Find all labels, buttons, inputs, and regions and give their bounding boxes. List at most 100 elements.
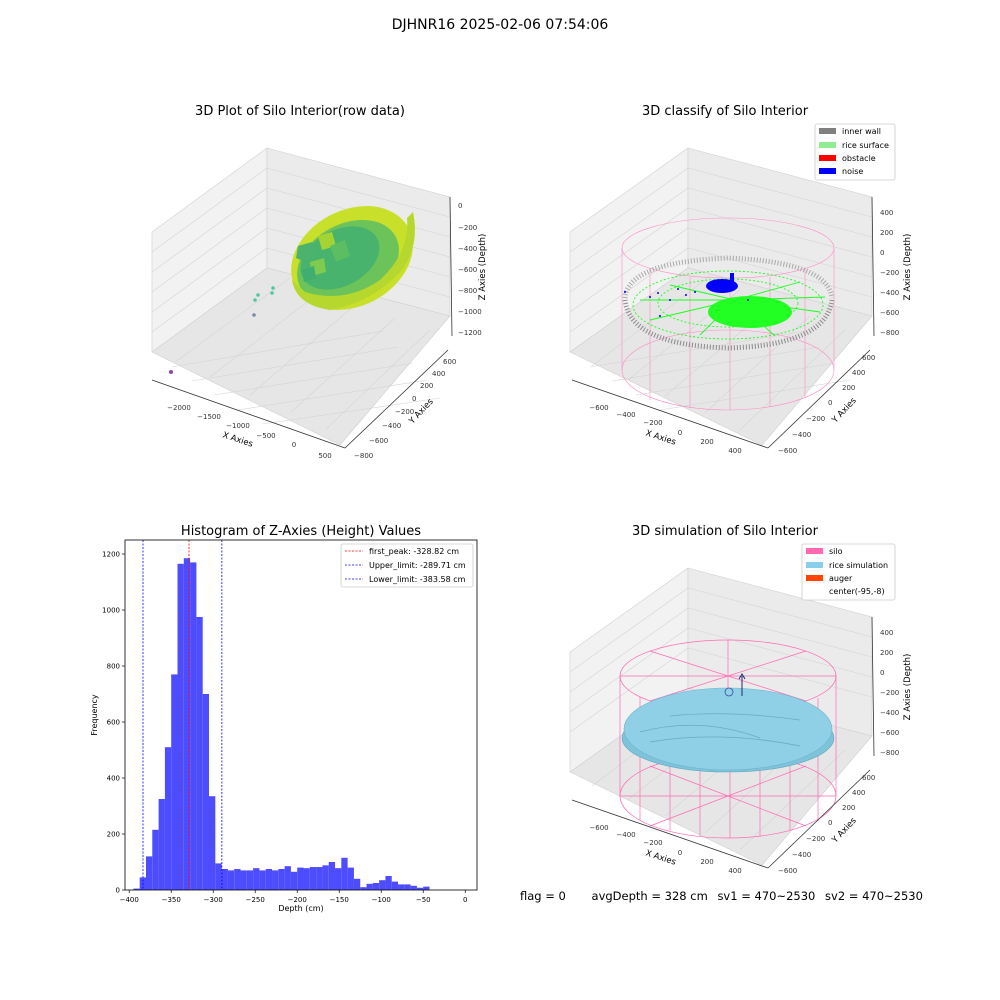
panel1-ztick: −200 [458, 224, 477, 232]
histogram-bar [183, 558, 191, 890]
panel2-xtick: −400 [616, 411, 635, 419]
legend-label: obstacle [842, 154, 876, 163]
histogram-bar [146, 856, 153, 890]
panel1-xtick: −1500 [197, 413, 221, 421]
panel1-ztick: −600 [458, 266, 477, 274]
panel4-legend: silo rice simulation auger center(-95,-8… [801, 543, 896, 601]
histogram-y-tick-label: 400 [107, 775, 120, 783]
histogram-x-tick-label: −50 [416, 896, 431, 904]
histogram-bar [209, 796, 216, 890]
histogram-x-tick-label: −250 [246, 896, 265, 904]
sv2-text: sv2 = 470~2530 [825, 889, 923, 903]
histogram-bar [272, 870, 279, 890]
histogram-x-tick-label: −300 [204, 896, 223, 904]
histogram-bar [360, 887, 367, 890]
histogram-bar [303, 868, 310, 890]
histogram-bar [227, 870, 235, 890]
histogram-bar [221, 869, 228, 890]
histogram-bar [152, 829, 159, 890]
panel4-plot: −600 −400 −200 0 200 400 −600 −400 −200 … [569, 543, 913, 875]
histogram-bar [404, 884, 411, 890]
panel2-zlabel: Z Axies (Depth) [903, 234, 913, 301]
panel2-xtick: 200 [700, 438, 713, 446]
legend-swatch-rice-simulation [806, 562, 823, 568]
panel1-surface-points [169, 206, 415, 374]
figure-title: DJHNR16 2025-02-06 07:54:06 [391, 17, 609, 33]
histogram-bar [215, 863, 222, 890]
panel4-ztick: −400 [880, 709, 899, 717]
panel4-xtick: −400 [616, 831, 635, 839]
panel2-xtick: −200 [643, 419, 662, 427]
histogram-bar [164, 747, 172, 890]
panel1-ytick: 400 [432, 370, 445, 378]
histogram-xlabel: Depth (cm) [278, 904, 323, 913]
histogram-bar [341, 857, 348, 890]
panel1-plot: −2000 −1500 −1000 −500 0 500 −800 −600 −… [151, 147, 488, 460]
status-line: flag = 0 avgDepth = 328 cm sv1 = 470~253… [520, 889, 937, 903]
panel1-ytick: −800 [354, 452, 373, 460]
panel3-plot: −400 −350 −300 −250 −200 −150 −100 −50 0 0 200 400… [90, 539, 478, 913]
histogram-bar [316, 867, 323, 890]
panel1-xlabel: X Axies [221, 430, 254, 449]
panel2-gridlines [569, 167, 873, 431]
panel2-ytick: 0 [828, 399, 832, 407]
panel1-xtick: −1000 [226, 422, 250, 430]
panel1-ytick: 600 [443, 358, 456, 366]
legend-swatch-silo [806, 548, 823, 554]
panel4-auger [738, 673, 746, 696]
panel2-ztick: −200 [880, 269, 899, 277]
panel2-ytick: −400 [792, 431, 811, 439]
histogram-ylabel: Frequency [90, 694, 99, 736]
panel1-xtick: 0 [292, 441, 296, 449]
panel2-inner-wall [622, 255, 835, 351]
panel2-ytick: −200 [806, 415, 825, 423]
histogram-bar [202, 694, 210, 890]
histogram-bar [246, 870, 254, 890]
legend-label: Upper_limit: -289.71 cm [369, 561, 466, 570]
panel4-xlabel: X Axies [644, 848, 677, 867]
panel2-axes [571, 196, 875, 449]
panel1-ztick: −400 [458, 245, 477, 253]
histogram-bar [347, 867, 354, 890]
panel2-ytick: 600 [862, 354, 875, 362]
panel1-title: 3D Plot of Silo Interior(row data) [195, 104, 405, 119]
panel2-ztick: 200 [880, 229, 893, 237]
panel1-xtick: 500 [318, 452, 331, 460]
histogram-bar [379, 880, 386, 890]
histogram-bar [335, 868, 342, 890]
panel1-ytick: −200 [395, 408, 414, 416]
histogram-bar [297, 867, 304, 890]
panel2-ztick: −400 [880, 289, 899, 297]
panel2-plot: −600 −400 −200 0 200 400 −600 −400 −200 … [569, 123, 913, 455]
legend-swatch-inner-wall [819, 128, 836, 134]
histogram-bar [398, 884, 405, 890]
histogram-x-ticks: −400 −350 −300 −250 −200 −150 −100 −50 0 [120, 890, 467, 904]
panel4-ztick: −200 [880, 689, 899, 697]
panel4-xtick: 0 [678, 849, 682, 857]
panel2-legend: inner wall rice surface obstacle noise [814, 123, 896, 181]
histogram-x-tick-label: −350 [162, 896, 181, 904]
panel1-axes [151, 196, 453, 449]
histogram-x-tick-label: −200 [288, 896, 307, 904]
panel2-noise-points [624, 273, 749, 317]
histogram-y-tick-label: 1200 [102, 551, 120, 559]
histogram-bar [410, 885, 417, 890]
histogram-frame [124, 539, 478, 891]
histogram-bar [171, 674, 178, 890]
histogram-bar [177, 563, 184, 890]
panel2-xtick: 0 [678, 429, 682, 437]
histogram-y-tick-label: 600 [107, 719, 120, 727]
panel4-ytick: 200 [842, 804, 855, 812]
histogram-bar [423, 886, 430, 890]
histogram-bars [133, 558, 430, 890]
panel4-ytick: −400 [792, 851, 811, 859]
panel2-rice-surface [632, 270, 826, 340]
histogram-bar [284, 866, 291, 890]
panel4-xtick: 400 [728, 867, 741, 875]
histogram-bar [278, 869, 285, 890]
histogram-bar [353, 878, 361, 890]
legend-label: rice simulation [829, 561, 888, 570]
panel4-rice-simulation [621, 687, 835, 773]
histogram-y-tick-label: 0 [116, 887, 120, 895]
panel2-xtick: −600 [589, 404, 608, 412]
